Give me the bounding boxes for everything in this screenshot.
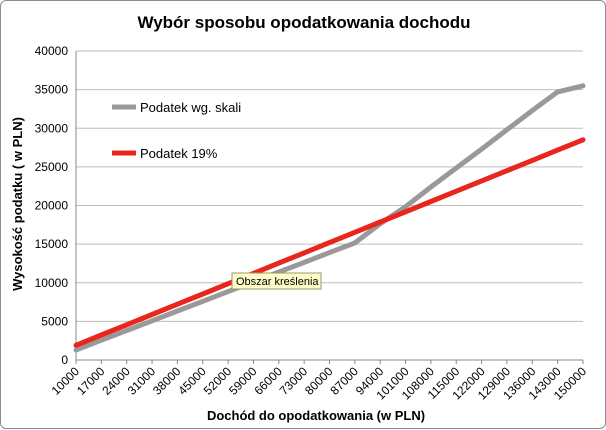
x-tick-38000: 38000 [150, 364, 184, 398]
x-tick-labels: 1000017000240003100038000450005200059000… [49, 364, 590, 402]
x-tick-10000: 10000 [49, 364, 83, 398]
y-tick-10000: 10000 [35, 276, 69, 290]
x-tick-80000: 80000 [302, 364, 336, 398]
series-lines [73, 83, 586, 353]
gridlines [75, 50, 584, 364]
x-axis-title: Dochód do opodatkowania (w PLN) [207, 408, 425, 423]
y-tick-0: 0 [61, 353, 68, 367]
y-tick-40000: 40000 [35, 44, 69, 58]
y-tick-labels: 0 5000 10000 15000 20000 25000 30000 35000 40000 [35, 44, 69, 367]
y-tick-25000: 25000 [35, 160, 69, 174]
y-tick-20000: 20000 [35, 199, 69, 213]
x-tick-52000: 52000 [201, 364, 235, 398]
x-tick-17000: 17000 [74, 364, 108, 398]
x-tick-66000: 66000 [251, 364, 285, 398]
series-line-1 [73, 137, 586, 348]
plot-area-tooltip: Obszar kreślenia [231, 272, 322, 290]
tooltip-label: Obszar kreślenia [236, 276, 319, 288]
y-axis-title: Wysokość podatku ( w PLN) [10, 117, 25, 291]
tooltip-box [231, 272, 322, 290]
series-line-0 [73, 83, 586, 353]
x-tick-45000: 45000 [175, 364, 209, 398]
x-tick-24000: 24000 [99, 364, 133, 398]
x-tick-87000: 87000 [327, 364, 361, 398]
legend-label-1: Podatek 19% [140, 146, 218, 161]
y-tick-15000: 15000 [35, 237, 69, 251]
legend: Podatek wg. skali Podatek 19% [112, 100, 241, 161]
x-tick-73000: 73000 [277, 364, 311, 398]
legend-label-0: Podatek wg. skali [140, 100, 241, 115]
y-tick-30000: 30000 [35, 121, 69, 135]
x-tick-59000: 59000 [226, 364, 260, 398]
chart-title: Wybór sposobu opodatkowania dochodu [137, 13, 470, 32]
y-tick-35000: 35000 [35, 83, 69, 97]
y-tick-5000: 5000 [41, 314, 68, 328]
x-tick-31000: 31000 [125, 364, 159, 398]
